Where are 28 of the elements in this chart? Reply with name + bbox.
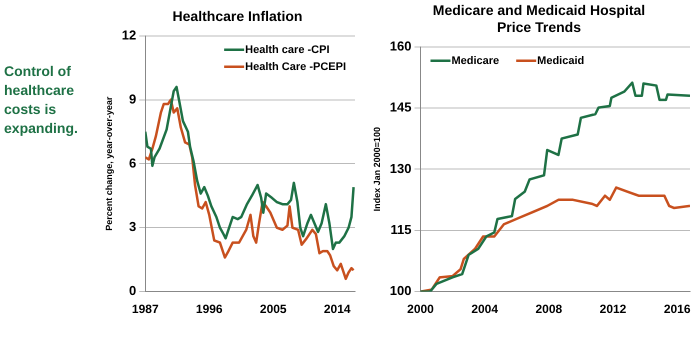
y-tick-label: 115 xyxy=(390,222,412,237)
text: Control of healthcare costs is expanding. xyxy=(4,62,79,138)
x-tick-label: 1987 xyxy=(132,302,159,316)
y-tick-label: 3 xyxy=(129,219,136,234)
y-tick-label: 6 xyxy=(129,155,136,170)
y-axis-title: Percent change, year-over-year xyxy=(104,96,114,231)
y-tick-label: 12 xyxy=(122,27,136,42)
x-tick-label: 1996 xyxy=(196,302,223,316)
chart-title: Healthcare Inflation xyxy=(172,8,304,25)
x-tick-label: 2012 xyxy=(600,302,627,316)
x-tick-label: 2014 xyxy=(324,302,351,316)
x-tick-label: 2005 xyxy=(260,302,287,316)
legend-label: Medicaid xyxy=(537,54,584,67)
x-tick-label: 2000 xyxy=(407,302,434,316)
legend-label: Health care -CPI xyxy=(245,44,330,56)
x-tick-label: 2008 xyxy=(535,302,562,316)
y-tick-label: 100 xyxy=(390,283,412,298)
legend-label: Medicare xyxy=(451,54,500,67)
y-tick-label: 130 xyxy=(390,160,412,176)
chart-title: Medicare and Medicaid Hospital Price Trends xyxy=(432,2,646,36)
y-tick-label: 9 xyxy=(129,91,136,106)
y-tick-label: 145 xyxy=(390,100,412,115)
y-tick-label: 160 xyxy=(390,38,412,54)
y-tick-label: 0 xyxy=(129,283,136,298)
x-tick-label: 2004 xyxy=(471,302,498,316)
x-tick-label: 2016 xyxy=(664,302,691,316)
y-axis-title: Index Jan 2000=100 xyxy=(372,127,382,212)
legend-label: Health Care -PCEPI xyxy=(245,60,346,73)
